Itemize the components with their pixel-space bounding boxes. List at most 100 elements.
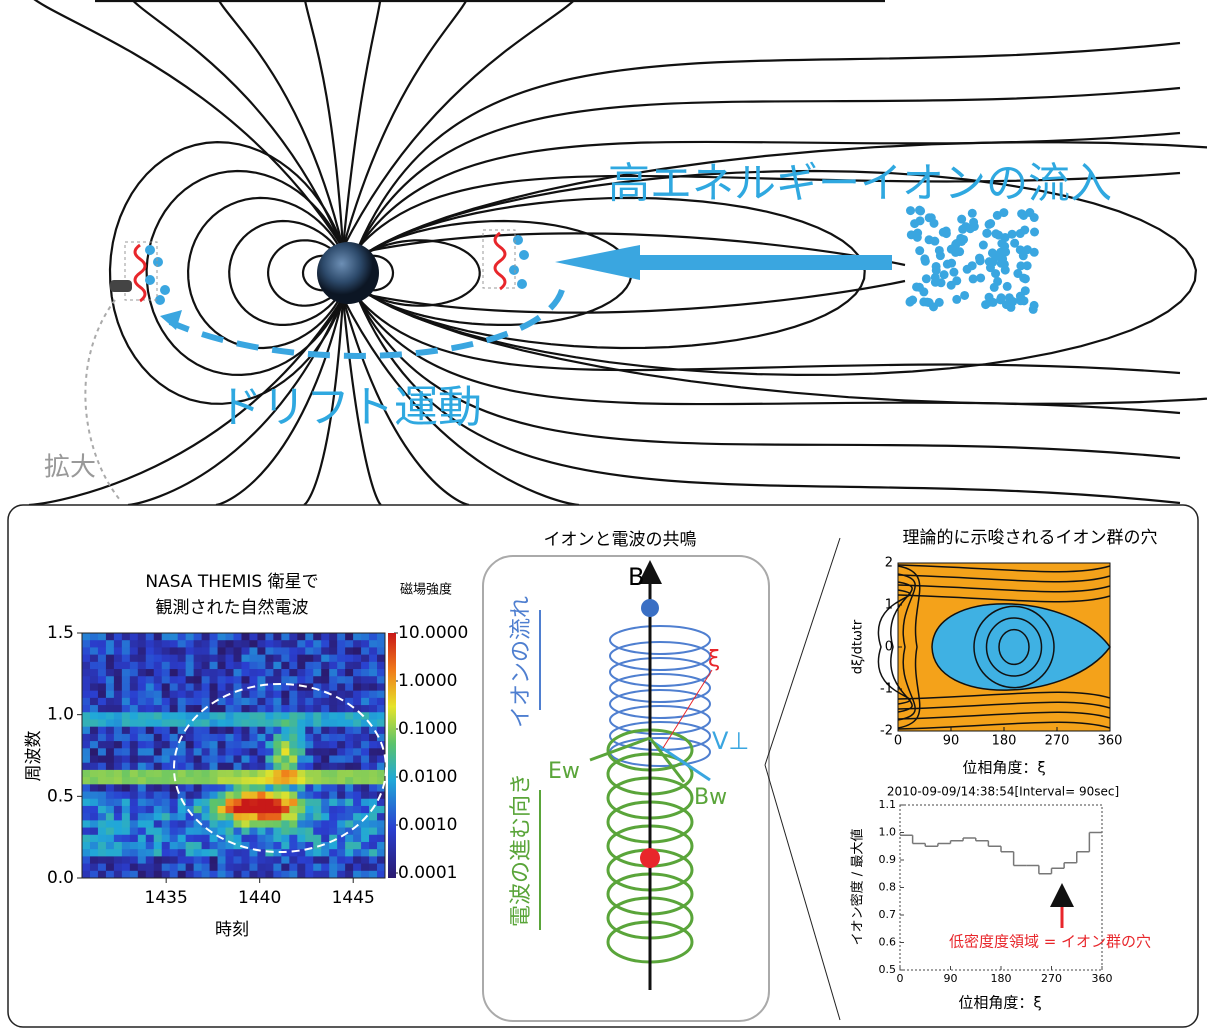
pixel (305, 654, 314, 663)
ion (1022, 261, 1032, 271)
pixel (82, 726, 91, 735)
pixel (105, 676, 115, 684)
pixel (169, 791, 179, 800)
ion (1016, 261, 1026, 271)
pixel (217, 791, 227, 800)
pixel (345, 784, 354, 793)
pixel (345, 777, 354, 785)
pixel (201, 733, 211, 742)
pixel (297, 834, 306, 843)
pixel (297, 697, 306, 706)
pixel (377, 863, 386, 872)
pixel (289, 834, 298, 843)
pixel (305, 640, 314, 648)
pixel (361, 863, 370, 872)
pixel (361, 719, 370, 728)
pixel (265, 748, 274, 756)
pixel (249, 870, 258, 879)
pixel (82, 870, 91, 879)
pixel (377, 805, 386, 814)
pixel (281, 669, 290, 677)
pixel (313, 683, 322, 692)
pixel (209, 669, 219, 677)
y-tick-label: 1.5 (47, 623, 74, 643)
pixel (313, 733, 322, 742)
pixel (257, 712, 266, 720)
ion (1006, 302, 1016, 312)
pixel (121, 849, 131, 857)
contour (897, 721, 1111, 730)
pixel (329, 834, 338, 843)
pixel (337, 784, 346, 793)
pixel (297, 719, 306, 728)
pixel (265, 741, 274, 749)
pixel (82, 762, 91, 771)
pixel (353, 777, 362, 785)
pixel (89, 640, 99, 648)
pixel (361, 755, 370, 764)
pixel (193, 870, 203, 879)
pixel (193, 647, 203, 656)
pixel (129, 755, 139, 764)
pixel (201, 748, 211, 756)
pixel (153, 841, 163, 850)
pixel (217, 640, 227, 648)
pixel (249, 755, 258, 764)
pixel (241, 647, 250, 656)
pixel (337, 712, 346, 720)
pixel (209, 733, 219, 742)
pixel (265, 813, 274, 821)
pixel (297, 769, 306, 778)
pixel (82, 705, 91, 713)
pixel (361, 733, 370, 742)
pixel (249, 690, 258, 699)
pixel (321, 870, 330, 879)
pixel (129, 741, 139, 749)
pixel (185, 733, 195, 742)
pixel (369, 863, 378, 872)
ion (1002, 281, 1012, 291)
pixel (129, 849, 139, 857)
pixel (193, 719, 203, 728)
pixel (289, 640, 298, 648)
earth (317, 242, 379, 304)
pixel (209, 633, 219, 641)
pixel (193, 654, 203, 663)
pixel (129, 705, 139, 713)
pixel (225, 741, 234, 749)
pixel (209, 726, 219, 735)
pixel (145, 841, 155, 850)
pixel (305, 863, 314, 872)
pixel (217, 863, 227, 872)
pixel (265, 733, 274, 742)
pixel (377, 669, 386, 677)
pixel (297, 856, 306, 865)
pixel (353, 640, 362, 648)
pixel (105, 748, 115, 756)
pixel (209, 834, 219, 843)
field-line (130, 0, 345, 249)
pixel (289, 741, 298, 749)
pixel (113, 726, 123, 735)
ion (1029, 213, 1039, 223)
pixel (97, 820, 107, 829)
pixel (105, 669, 115, 677)
pixel (89, 705, 99, 713)
pixel (177, 813, 187, 821)
pixel (329, 669, 338, 677)
pixel (225, 870, 234, 879)
ion (1015, 245, 1025, 255)
pixel (113, 741, 123, 749)
pixel (137, 798, 147, 807)
b-wave-label: Bw (694, 785, 727, 810)
pixel (201, 834, 211, 843)
pixel (177, 805, 187, 814)
pixel (97, 863, 107, 872)
pixel (361, 697, 370, 706)
ion (926, 213, 936, 223)
pixel (82, 733, 91, 742)
y-tick-label: -1 (880, 682, 893, 697)
pixel (353, 726, 362, 735)
ion (961, 222, 971, 232)
pixel (121, 827, 131, 836)
